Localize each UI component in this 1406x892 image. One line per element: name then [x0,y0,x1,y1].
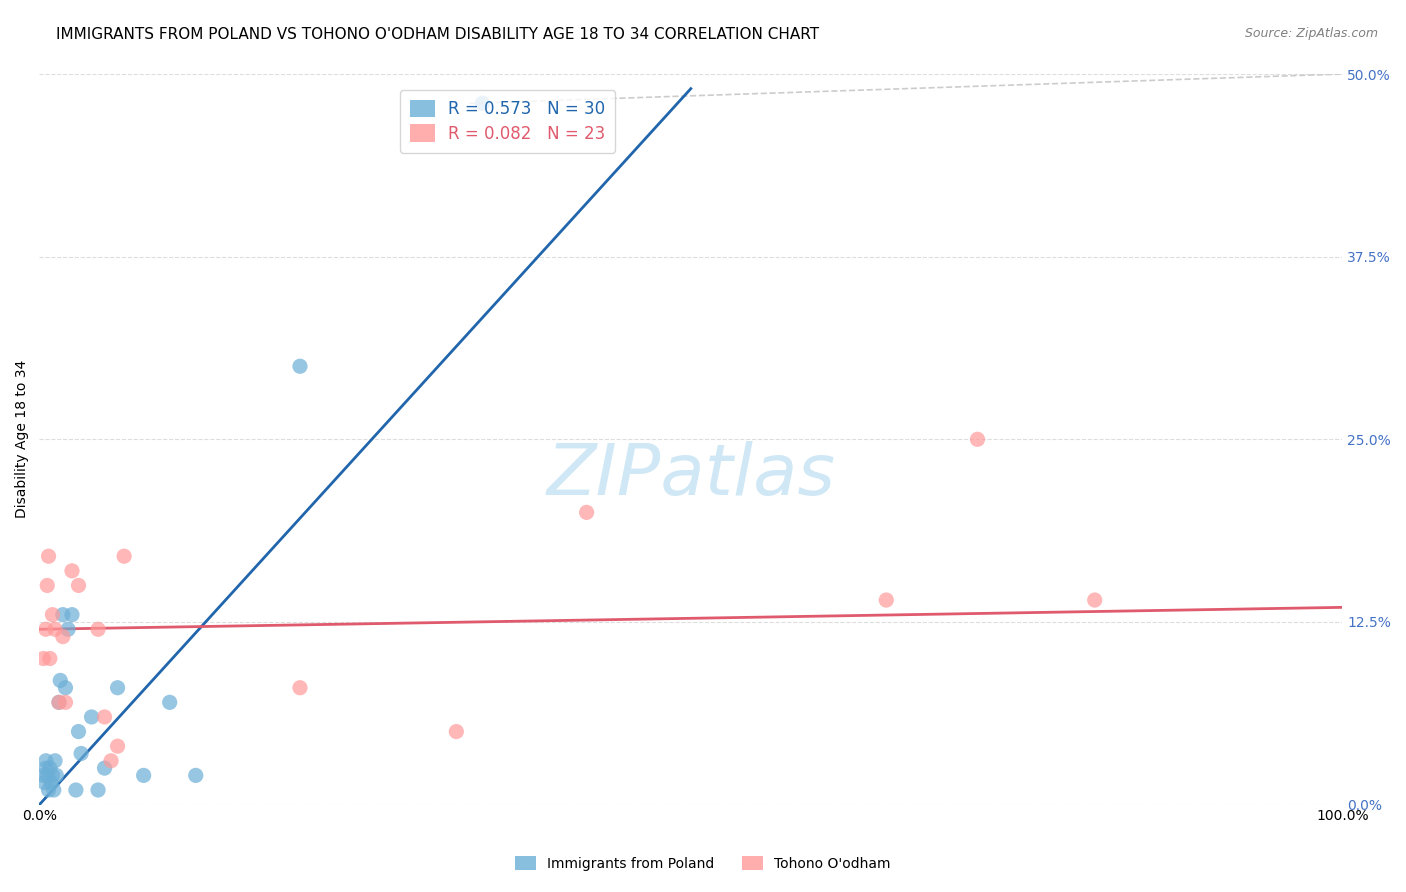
Point [52,607,75,622]
Point [875,593,897,607]
Point [159,695,181,709]
Point [56,622,79,636]
Point [34,775,56,789]
Point [966,433,988,447]
Point [38,549,60,564]
Point [112,549,135,564]
Point [35,754,58,768]
Point [44,754,66,768]
Point [39,775,62,789]
Text: IMMIGRANTS FROM POLAND VS TOHONO O'ODHAM DISABILITY AGE 18 TO 34 CORRELATION CHA: IMMIGRANTS FROM POLAND VS TOHONO O'ODHAM… [56,27,820,42]
Point [446,724,468,739]
Point [37,768,59,782]
Point [38,651,60,665]
Point [70,747,93,761]
Point [55,681,77,695]
Point [48,695,70,709]
Point [100,754,122,768]
Point [52,630,75,644]
Legend: R = 0.573   N = 30, R = 0.082   N = 23: R = 0.573 N = 30, R = 0.082 N = 23 [399,90,614,153]
Point [55,695,77,709]
Text: Source: ZipAtlas.com: Source: ZipAtlas.com [1244,27,1378,40]
Point [107,681,129,695]
Point [35,761,58,775]
Point [1084,593,1107,607]
Point [93,761,115,775]
Legend: Immigrants from Poland, Tohono O'odham: Immigrants from Poland, Tohono O'odham [510,850,896,876]
Text: ZIPatlas: ZIPatlas [547,442,835,510]
Point [184,768,207,782]
Point [32,768,55,782]
Point [132,768,155,782]
Point [575,505,598,519]
Point [49,673,72,688]
Point [41,768,63,782]
Y-axis label: Disability Age 18 to 34: Disability Age 18 to 34 [15,360,30,518]
Point [288,681,311,695]
Point [48,695,70,709]
Point [65,783,87,797]
Point [107,739,129,754]
Point [42,783,65,797]
Point [288,359,311,374]
Point [41,607,63,622]
Point [60,607,83,622]
Point [38,783,60,797]
Point [471,96,494,111]
Point [93,710,115,724]
Point [35,622,58,636]
Point [32,651,55,665]
Point [44,622,66,636]
Point [87,622,110,636]
Point [45,768,67,782]
Point [37,578,59,592]
Point [87,783,110,797]
Point [80,710,103,724]
Point [67,724,90,739]
Point [38,761,60,775]
Point [60,564,83,578]
Point [67,578,90,592]
